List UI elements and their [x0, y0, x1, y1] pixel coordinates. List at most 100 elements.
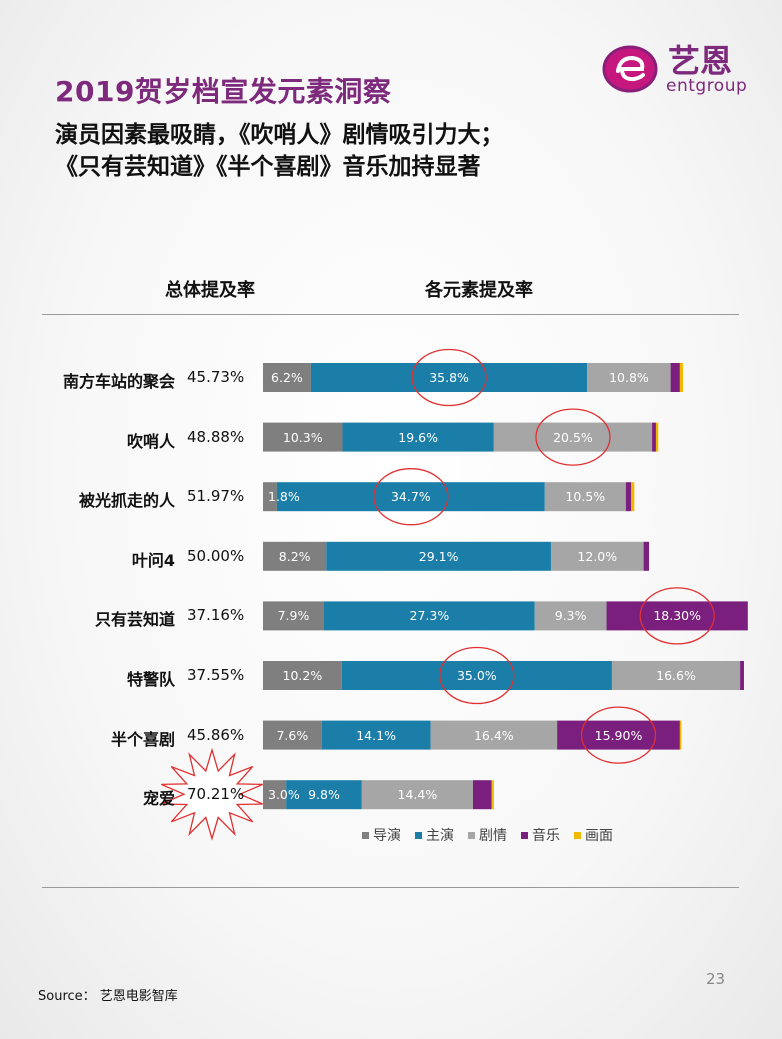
bar-segment: [493, 422, 653, 452]
overall-rate-value: 50.00%: [187, 546, 245, 565]
bar-segment: [342, 422, 494, 452]
bar-segment: [263, 780, 287, 810]
legend-swatch-icon: [521, 831, 528, 839]
segment-value-label: 15.90%: [594, 727, 643, 743]
segment-value-label: 7.9%: [277, 608, 310, 624]
highlight-circle: [373, 468, 449, 526]
overall-rate-value: 51.97%: [187, 487, 245, 506]
bar-segment: [263, 661, 342, 690]
segment-value-label: 20.5%: [553, 429, 593, 445]
highlight-circle: [411, 348, 487, 407]
row-label: 叶问4: [131, 550, 175, 570]
bar-segment: [655, 422, 659, 452]
bar-segment: [430, 720, 558, 750]
top-divider: [42, 314, 739, 315]
segment-value-label: 16.6%: [656, 668, 696, 683]
bar-segment: [631, 482, 635, 512]
element-rate-header: 各元素提及率: [425, 280, 533, 301]
segment-value-label: 27.3%: [409, 608, 450, 624]
bar-segment: [326, 541, 551, 571]
starburst-icon: [161, 747, 263, 841]
logo-text-cn: 艺恩: [668, 42, 733, 80]
segment-value-label: 35.8%: [429, 370, 469, 385]
bar-segment: [472, 780, 492, 810]
page-title: 2019贺岁档宣发元素洞察: [55, 75, 392, 108]
row-label: 半个喜剧: [110, 729, 175, 749]
bar-segment: [557, 720, 680, 750]
bar-segment: [611, 661, 741, 690]
row-label: 只有芸知道: [94, 610, 175, 630]
segment-value-label: 10.2%: [282, 668, 323, 683]
segment-value-label: 18.30%: [653, 608, 701, 624]
bar-segment: [606, 601, 748, 631]
segment-value-label: 29.1%: [418, 548, 459, 564]
bar-segment: [263, 601, 324, 631]
bar-segment: [341, 661, 612, 690]
logo-text-en: entgroup: [666, 76, 748, 96]
bar-segment: [361, 780, 473, 810]
row-label: 南方车站的聚会: [62, 372, 175, 391]
legend-swatch-icon: [574, 831, 581, 839]
page-number: 23: [706, 970, 726, 988]
subtitle-line-2: 《只有芸知道》《半个喜剧》音乐加持显著: [55, 154, 481, 180]
highlight-circle: [639, 587, 715, 645]
highlight-circle: [535, 408, 611, 466]
row-label: 被光抓走的人: [78, 491, 175, 511]
bar-segment: [491, 780, 494, 810]
e-logo-icon: [602, 45, 658, 93]
source-note: Source： 艺恩电影智库: [38, 989, 178, 1004]
segment-value-label: 9.8%: [308, 787, 340, 803]
row-label: 吹哨人: [126, 431, 175, 451]
legend-label: 剧情: [479, 828, 507, 844]
bar-segment: [321, 720, 431, 750]
segment-value-label: 34.7%: [390, 489, 431, 505]
legend-swatch-icon: [362, 831, 369, 839]
segment-value-label: 35.0%: [456, 668, 497, 683]
bar-segment: [670, 363, 680, 392]
bar-segment: [286, 780, 362, 810]
bar-segment: [625, 482, 632, 512]
highlight-circle: [580, 706, 657, 764]
bar-segment: [263, 422, 343, 452]
bar-segment: [276, 482, 545, 512]
bar-segment: [652, 422, 656, 452]
bar-segment: [740, 661, 744, 690]
bar-segment: [310, 363, 588, 392]
segment-value-label: 10.8%: [609, 370, 649, 385]
legend-label: 主演: [426, 828, 454, 844]
bar-segment: [263, 363, 311, 392]
legend-item-cast: 主演: [415, 825, 454, 845]
bar-segment: [534, 601, 607, 631]
segment-value-label: 19.6%: [398, 429, 439, 445]
legend-label: 画面: [585, 828, 613, 844]
overall-rate-value: 45.73%: [187, 368, 245, 386]
overall-rate-value: 37.55%: [187, 666, 245, 684]
legend-item-music: 音乐: [521, 825, 560, 845]
overall-rate-value: 37.16%: [187, 606, 245, 625]
segment-value-label: 14.4%: [397, 787, 438, 803]
legend-item-director: 导演: [362, 825, 401, 845]
bar-segment: [643, 541, 649, 571]
segment-value-label: 7.6%: [276, 727, 309, 743]
bar-segment: [263, 720, 322, 750]
bar-segment: [263, 482, 277, 512]
segment-value-label: 1.8%: [268, 489, 300, 505]
segment-value-label: 3.0%: [268, 787, 300, 803]
segment-value-label: 8.2%: [278, 548, 311, 564]
subtitle-line-1: 演员因素最吸睛，《吹哨人》剧情吸引力大；: [55, 122, 504, 148]
legend-label: 音乐: [532, 828, 560, 844]
segment-value-label: 16.4%: [473, 727, 514, 743]
overall-rate-header: 总体提及率: [165, 280, 255, 301]
segment-value-label: 6.2%: [271, 370, 303, 385]
segment-value-label: 9.3%: [554, 608, 587, 624]
highlight-circle: [439, 646, 515, 705]
segment-value-label: 10.5%: [565, 489, 606, 505]
legend-label: 导演: [373, 828, 401, 844]
bar-segment: [544, 482, 626, 512]
bar-segment: [263, 541, 327, 571]
row-label: 宠爱: [142, 789, 175, 809]
legend-item-visual: 画面: [574, 825, 613, 845]
segment-value-label: 12.0%: [577, 548, 618, 564]
bar-segment: [550, 541, 644, 571]
